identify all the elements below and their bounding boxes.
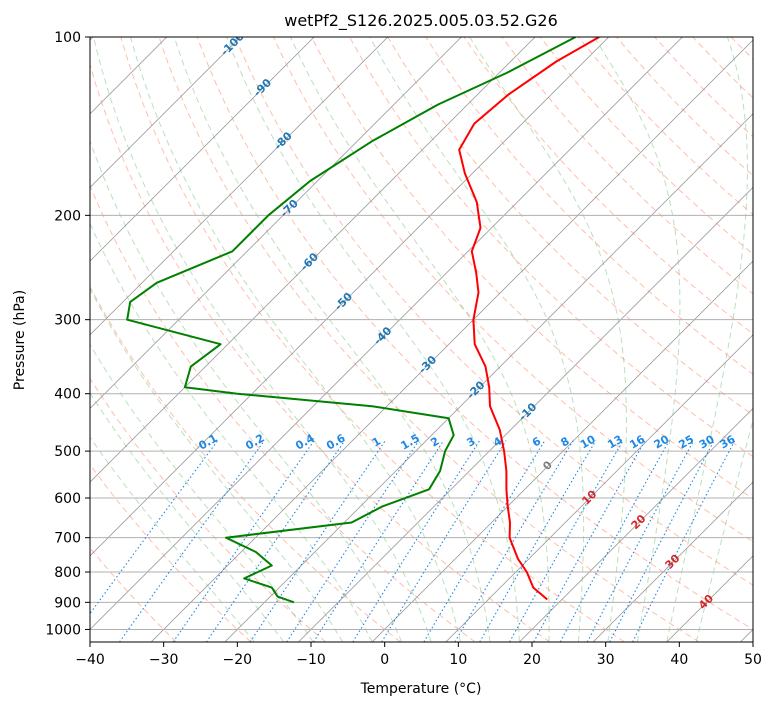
moist-adiabat-line bbox=[593, 37, 681, 642]
x-tick-label: −30 bbox=[149, 652, 179, 668]
x-tick-label: −10 bbox=[296, 652, 326, 668]
moist-adiabat-line bbox=[469, 37, 627, 642]
mixing-ratio-line bbox=[286, 440, 420, 642]
isotherms bbox=[90, 37, 753, 642]
dry-adiabat-line bbox=[196, 37, 753, 630]
mixing-ratio-line bbox=[533, 440, 646, 642]
mixing-ratio-line bbox=[381, 440, 507, 642]
isotherm-line bbox=[519, 407, 753, 642]
dry-adiabat-line bbox=[158, 37, 700, 642]
plot-frame bbox=[89, 36, 754, 643]
isotherm-line bbox=[90, 37, 462, 410]
mixing-ratio-line bbox=[352, 440, 481, 642]
mixing-ratio-line bbox=[249, 440, 386, 642]
moist-adiabat-line bbox=[90, 139, 403, 642]
isotherm-line bbox=[592, 481, 753, 642]
moist-adiabat-line bbox=[90, 392, 285, 642]
moist-adiabat-line bbox=[369, 37, 585, 642]
isotherm-line bbox=[445, 334, 753, 642]
x-tick-label: 10 bbox=[449, 652, 467, 668]
x-tick-label: 50 bbox=[744, 652, 762, 668]
y-tick-label: 900 bbox=[54, 595, 81, 611]
dry-adiabat-line bbox=[501, 37, 753, 295]
mixing-ratio-line bbox=[313, 440, 445, 642]
dry-adiabat-line bbox=[272, 37, 753, 543]
y-tick-label: 500 bbox=[54, 444, 81, 460]
isotherm-line bbox=[298, 186, 753, 642]
moist-adiabat-line bbox=[90, 222, 373, 642]
dry-adiabats bbox=[90, 37, 753, 642]
moist-adiabat-line bbox=[695, 418, 753, 642]
moist-adiabat-line bbox=[173, 37, 491, 642]
x-axis-title: Temperature (°C) bbox=[360, 681, 482, 697]
x-axis: −40 −30 −20 −10 0 10 20 30 40 50 bbox=[75, 642, 762, 668]
mixing-ratio-line bbox=[509, 440, 624, 642]
y-tick-label: 100 bbox=[54, 30, 81, 46]
dewpoint-profile-line bbox=[126, 37, 577, 604]
dry-adiabat-line bbox=[120, 37, 625, 642]
y-tick-label: 1000 bbox=[45, 622, 81, 638]
x-tick-label: 0 bbox=[380, 652, 389, 668]
mixing-ratio-line bbox=[172, 440, 315, 642]
y-tick-label: 300 bbox=[54, 313, 81, 329]
dry-adiabat-line bbox=[90, 377, 327, 642]
mixing-ratio-line bbox=[559, 440, 670, 642]
moist-adiabat-line bbox=[290, 37, 550, 642]
mixing-ratio-line bbox=[454, 440, 574, 642]
isotherm-line bbox=[90, 37, 536, 483]
y-axis: 100 200 300 400 500 600 700 800 900 1000 bbox=[45, 30, 90, 638]
moist-adiabat-line bbox=[90, 343, 314, 642]
dry-adiabat-line bbox=[311, 37, 753, 500]
moist-adiabat-line bbox=[90, 436, 255, 642]
mixing-ratio-line bbox=[632, 440, 736, 642]
mixing-ratio-line bbox=[479, 440, 597, 642]
isotherm-line bbox=[90, 37, 389, 336]
isotherm-line bbox=[224, 113, 753, 642]
isotherm-line bbox=[150, 39, 753, 642]
moist-adiabat-line bbox=[93, 37, 432, 642]
x-tick-label: 40 bbox=[670, 652, 688, 668]
moist-adiabat-line bbox=[226, 37, 520, 642]
y-tick-label: 400 bbox=[54, 387, 81, 403]
moist-adiabat-line bbox=[90, 287, 344, 642]
isotherm-line bbox=[90, 37, 610, 557]
x-tick-label: 30 bbox=[597, 652, 615, 668]
moist-adiabat-line bbox=[130, 37, 461, 642]
mixing-ratio-line bbox=[119, 440, 265, 642]
dry-adiabat-line bbox=[234, 37, 753, 586]
isotherm-line bbox=[90, 37, 315, 262]
moist-adiabats bbox=[90, 37, 753, 642]
y-tick-label: 700 bbox=[54, 531, 81, 547]
x-tick-label: 20 bbox=[523, 652, 541, 668]
dry-adiabat-line bbox=[90, 62, 551, 642]
isotherm-line bbox=[371, 260, 753, 642]
isotherm-line bbox=[90, 37, 683, 631]
y-tick-label: 200 bbox=[54, 208, 81, 224]
temperature-profile-line bbox=[458, 37, 600, 601]
chart-title: wetPf2_S126.2025.005.03.52.G26 bbox=[284, 11, 558, 31]
isotherm-line bbox=[90, 37, 241, 189]
y-axis-title: Pressure (hPa) bbox=[12, 290, 28, 390]
mixing-ratio-line bbox=[423, 440, 546, 642]
x-tick-label: −40 bbox=[75, 652, 105, 668]
dry-adiabat-line bbox=[463, 37, 753, 335]
mixing-ratio-lines bbox=[90, 440, 736, 642]
y-tick-label: 600 bbox=[54, 491, 81, 507]
x-tick-label: −20 bbox=[223, 652, 253, 668]
plot-area: -100-90-80-70-60-50-40-30-20-10010203040… bbox=[90, 37, 753, 642]
moist-adiabat-line bbox=[666, 37, 748, 642]
profile-series bbox=[126, 37, 600, 604]
y-tick-label: 800 bbox=[54, 565, 81, 581]
mixing-ratio-line bbox=[90, 440, 219, 615]
dry-adiabat-line bbox=[90, 463, 252, 642]
